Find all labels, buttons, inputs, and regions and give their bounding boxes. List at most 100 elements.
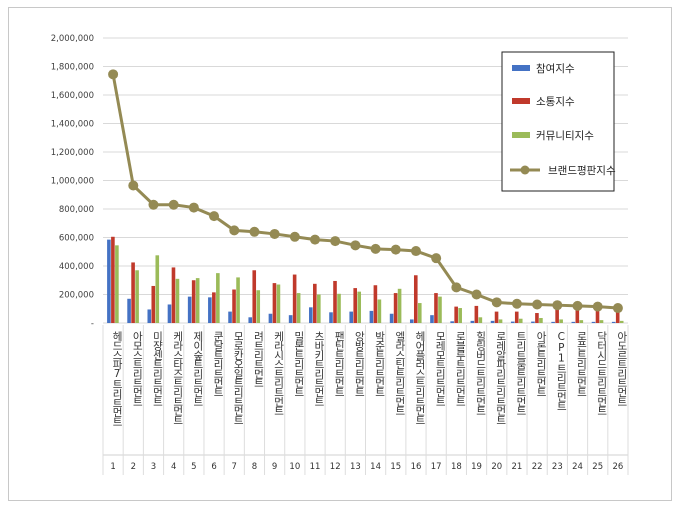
category-index: 21: [512, 462, 523, 472]
bar-커뮤니티지수: [155, 255, 160, 323]
legend-label: 커뮤니티지수: [536, 130, 594, 142]
category-index: 22: [532, 462, 543, 472]
category-label: 제이숲트리트먼트: [192, 331, 204, 405]
line-point: [532, 299, 543, 310]
bar-참여지수: [329, 312, 333, 323]
line-point: [350, 240, 361, 251]
bar-참여지수: [430, 315, 434, 323]
bar-참여지수: [309, 307, 313, 323]
category-label: 츠바키트리트먼트: [313, 331, 325, 405]
category-index: 17: [431, 462, 442, 472]
bar-커뮤니티지수: [296, 293, 301, 323]
category-label: 팬틴트리트먼트: [333, 331, 345, 396]
category-label: 쿤달트리트먼트: [212, 331, 224, 396]
bar-소통지수: [434, 293, 438, 323]
category-label: 려트리트먼트: [252, 331, 264, 387]
line-point: [390, 244, 401, 255]
bar-소통지수: [131, 262, 135, 323]
category-label: 박준트리트먼트: [374, 331, 386, 396]
bar-참여지수: [107, 239, 111, 323]
bar-참여지수: [228, 311, 232, 323]
bar-참여지수: [288, 315, 293, 323]
category-index: 19: [471, 462, 482, 472]
category-label: 케라시스트리트먼트: [273, 331, 285, 415]
bar-커뮤니티지수: [317, 294, 321, 323]
category-label: 헤드스파7트리트먼트: [111, 330, 123, 425]
category-label: 힐링버드트리트먼트: [475, 330, 487, 414]
line-point: [128, 180, 139, 191]
bar-커뮤니티지수: [518, 318, 523, 323]
bar-참여지수: [349, 311, 354, 323]
category-label: 아모스트리트먼트: [131, 331, 143, 405]
bar-참여지수: [268, 313, 273, 323]
x-axis-categories: 헤드스파7트리트먼트 1 아모스트리트먼트 2 미쟝센트리트먼트 3 케라스타즈트리트먼트 4…: [102, 325, 629, 475]
legend-label: 참여지수: [536, 63, 575, 75]
bar-소통지수: [535, 313, 539, 323]
category-index: 25: [592, 462, 603, 472]
bar-참여지수: [187, 296, 192, 323]
line-point: [148, 199, 159, 210]
bar-소통지수: [413, 275, 418, 323]
y-tick-label: 1,200,000: [51, 148, 94, 158]
category-index: 9: [272, 462, 277, 472]
bar-참여지수: [591, 321, 596, 323]
bar-커뮤니티지수: [579, 320, 584, 323]
y-axis-ticks: - 200,000 400,000 600,000 800,000 1,000,000 1,…: [51, 34, 94, 329]
bar-참여지수: [167, 304, 172, 323]
bar-소통지수: [171, 267, 176, 323]
category-label: 밀본트리트먼트: [293, 331, 305, 396]
y-tick-label: 800,000: [59, 205, 94, 215]
line-point: [188, 202, 199, 213]
bar-커뮤니티지수: [559, 319, 563, 323]
bar-소통지수: [555, 309, 559, 323]
line-point: [592, 301, 603, 312]
category-index: 6: [211, 462, 216, 472]
category-label: 케라스타즈트리트먼트: [172, 331, 184, 424]
bar-커뮤니티지수: [599, 320, 604, 323]
category-label: 모레모트리트먼트: [434, 331, 446, 405]
bar-참여지수: [510, 321, 515, 323]
line-point: [168, 199, 179, 210]
legend-swatch: [512, 98, 530, 104]
category-label: 미쟝센트리트먼트: [151, 331, 163, 405]
category-index: 15: [390, 462, 401, 472]
category-label: 닥터시드트리트먼트: [596, 331, 608, 415]
bar-소통지수: [212, 292, 216, 323]
bar-커뮤니티지수: [458, 308, 462, 323]
legend-swatch-marker: [520, 165, 530, 175]
category-index: 1: [110, 462, 115, 472]
y-tick-label: 600,000: [59, 234, 94, 244]
category-index: 11: [310, 462, 321, 472]
bar-커뮤니티지수: [256, 290, 261, 323]
category-index: 12: [330, 462, 341, 472]
category-index: 20: [491, 462, 502, 472]
bar-참여지수: [369, 310, 374, 323]
bar-커뮤니티지수: [216, 273, 220, 323]
category-label: 엘라스틴트리트먼트: [394, 330, 406, 414]
bar-참여지수: [389, 313, 394, 323]
bar-참여지수: [208, 297, 212, 323]
legend-label: 소통지수: [536, 96, 575, 108]
legend-label: 브랜드평판지수: [548, 165, 616, 177]
category-index: 10: [289, 462, 300, 472]
bar-커뮤니티지수: [438, 296, 442, 323]
bar-참여지수: [551, 321, 555, 323]
bar-참여지수: [470, 320, 475, 323]
category-label: 아론트리트먼트: [535, 331, 547, 396]
bar-참여지수: [611, 321, 616, 323]
category-label: 모로칸오일트리트먼트: [232, 331, 244, 424]
category-label: 로블루트리트먼트: [454, 331, 466, 405]
category-label: 헤어플러스트리트먼트: [414, 330, 426, 424]
line-point: [310, 234, 321, 245]
category-index: 3: [151, 462, 156, 472]
bar-커뮤니티지수: [135, 270, 139, 323]
bar-소통지수: [474, 305, 479, 323]
category-index: 8: [252, 462, 257, 472]
bar-커뮤니티지수: [195, 278, 200, 323]
bar-소통지수: [333, 280, 337, 323]
category-label: CP1트리트먼트: [555, 331, 567, 410]
line-point: [552, 300, 563, 311]
bar-커뮤니티지수: [276, 284, 281, 323]
bar-커뮤니티지수: [417, 303, 422, 323]
